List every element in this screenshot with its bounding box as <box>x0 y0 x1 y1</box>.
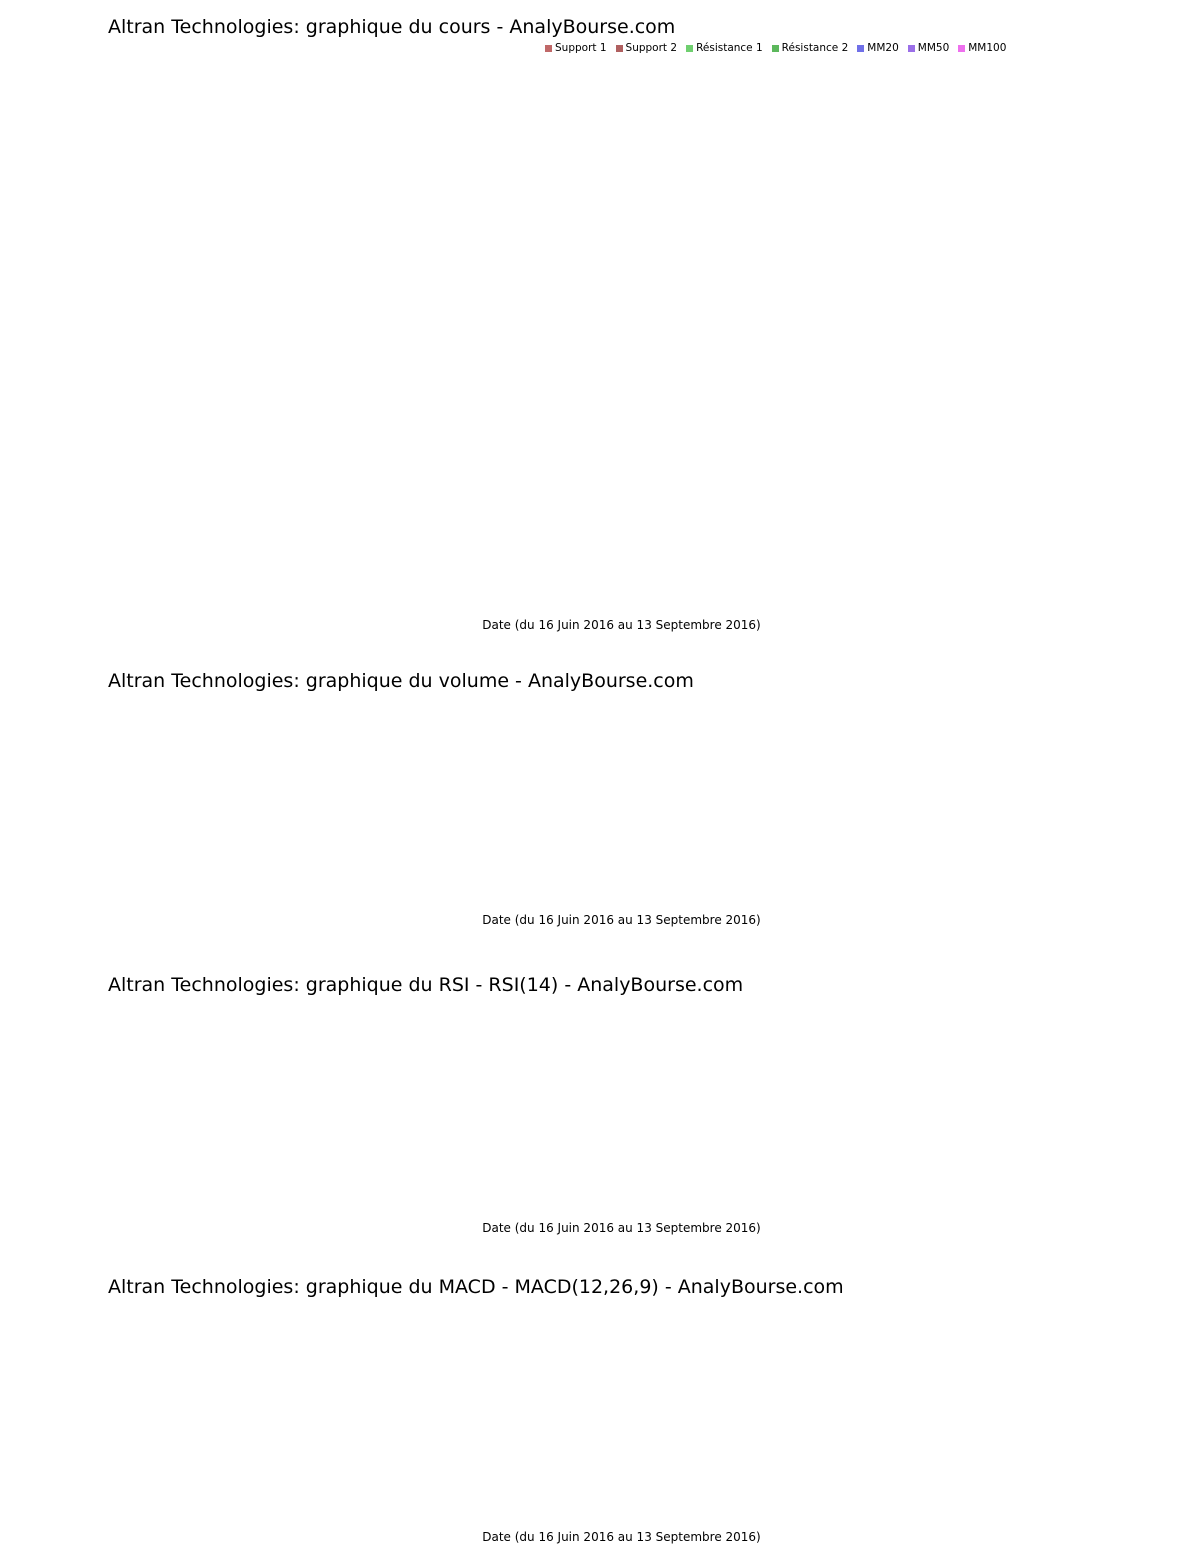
legend-swatch-icon <box>771 44 779 52</box>
legend-item-support-2: Support 2 <box>615 42 678 54</box>
legend-swatch-icon <box>615 44 623 52</box>
legend-item-label: Support 1 <box>555 42 607 54</box>
rsi-chart-title: Altran Technologies: graphique du RSI - … <box>108 974 744 996</box>
volume-chart-title: Altran Technologies: graphique du volume… <box>108 670 694 692</box>
legend-item-r-sistance-2: Résistance 2 <box>771 42 849 54</box>
legend-swatch-icon <box>545 44 552 52</box>
legend-item-label: MM50 <box>917 42 950 54</box>
legend-item-mm20: MM20 <box>857 42 899 54</box>
macd-chart-title: Altran Technologies: graphique du MACD -… <box>108 1276 844 1298</box>
legend-item-mm50: MM50 <box>907 42 950 54</box>
legend-item-support-1: Support 1 <box>545 42 607 54</box>
date-axis-title-macd: Date (du 16 Juin 2016 au 13 Septembre 20… <box>482 1530 761 1544</box>
legend-item-label: MM20 <box>867 42 899 54</box>
price-chart-title: Altran Technologies: graphique du cours … <box>108 16 676 38</box>
date-axis-title-volume: Date (du 16 Juin 2016 au 13 Septembre 20… <box>482 913 761 927</box>
legend-item-mm100: MM100 <box>958 42 1006 54</box>
date-axis-title-rsi: Date (du 16 Juin 2016 au 13 Septembre 20… <box>482 1221 761 1235</box>
legend-swatch-icon <box>857 44 865 52</box>
legend-item-label: Support 2 <box>625 42 678 54</box>
legend-item-r-sistance-1: Résistance 1 <box>686 42 763 54</box>
legend-item-label: MM100 <box>968 42 1007 54</box>
legend-item-label: Résistance 1 <box>696 42 763 54</box>
legend-swatch-icon <box>958 44 966 52</box>
price-chart-legend: Support 1 Support 2 Résistance 1 Résistance… <box>545 42 1006 54</box>
legend-item-label: Résistance 2 <box>781 42 849 54</box>
legend-swatch-icon <box>686 44 694 52</box>
legend-swatch-icon <box>907 44 915 52</box>
date-axis-title-price: Date (du 16 Juin 2016 au 13 Septembre 20… <box>482 618 761 632</box>
